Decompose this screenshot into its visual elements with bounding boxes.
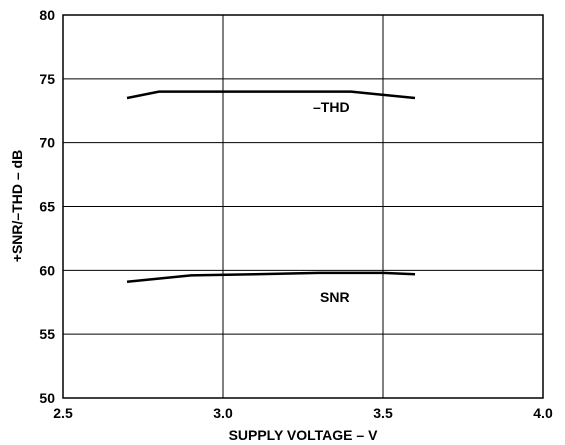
y-tick-label: 70 (39, 135, 55, 151)
y-tick-label: 80 (39, 7, 55, 23)
y-tick-labels: 50 55 60 65 70 75 80 (39, 7, 55, 406)
annotation-thd: –THD (313, 99, 350, 115)
gridlines (63, 15, 543, 398)
x-tick-label: 2.5 (53, 405, 73, 421)
series-line-thd (126, 90, 416, 100)
series-line-snr (126, 271, 416, 284)
x-tick-label: 3.5 (373, 405, 393, 421)
plot-frame (62, 14, 544, 399)
y-tick-label: 60 (39, 262, 55, 278)
x-tick-label: 3.0 (213, 405, 233, 421)
y-tick-label: 75 (39, 71, 55, 87)
y-tick-label: 65 (39, 199, 55, 215)
y-tick-label: 50 (39, 390, 55, 406)
y-tick-label: 55 (39, 326, 55, 342)
annotation-snr: SNR (320, 289, 350, 305)
x-axis-label: SUPPLY VOLTAGE – V (229, 427, 379, 443)
y-axis-label: +SNR/–THD – dB (9, 150, 25, 262)
series-lines (126, 90, 416, 284)
x-tick-labels: 2.5 3.0 3.5 4.0 (53, 405, 553, 421)
x-tick-label: 4.0 (533, 405, 553, 421)
